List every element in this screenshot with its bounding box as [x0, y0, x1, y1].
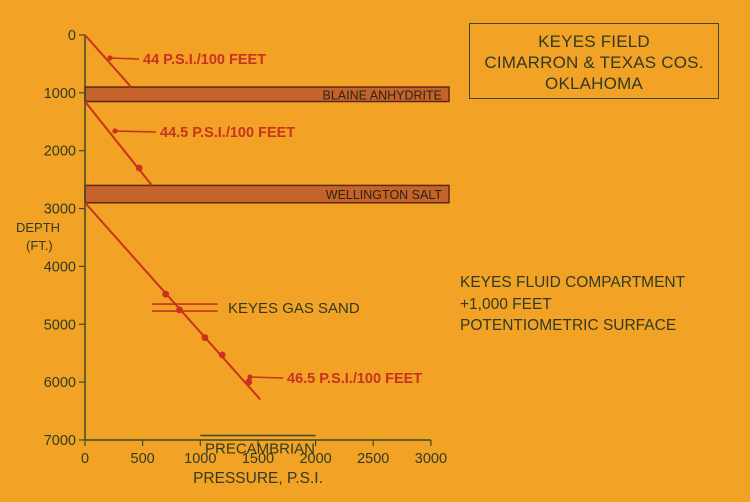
data-point — [201, 334, 209, 341]
x-axis-label: PRESSURE, P.S.I. — [193, 470, 323, 487]
x-tick-label: 1000 — [184, 451, 216, 467]
label-leader — [109, 57, 140, 60]
title-line-3: OKLAHOMA — [545, 74, 643, 93]
label-arrowhead — [247, 374, 253, 380]
y-tick-label: 1000 — [44, 86, 76, 102]
gradient-label: 46.5 P.S.I./100 FEET — [287, 371, 422, 387]
x-tick-label: 1500 — [242, 451, 274, 467]
data-point — [218, 351, 226, 359]
x-tick-label: 2000 — [299, 451, 331, 467]
precambrian-label: PRECAMBRIAN — [205, 440, 315, 457]
label-arrowhead — [112, 128, 118, 134]
data-point — [245, 378, 253, 386]
title-line-2: CIMARRON & TEXAS COS. — [484, 53, 704, 72]
title-line-1: KEYES FIELD — [538, 32, 650, 51]
gradient-line — [84, 202, 262, 401]
x-tick-label: 500 — [131, 451, 155, 467]
gradient-label: 44.5 P.S.I./100 FEET — [160, 125, 295, 141]
layer-label: BLAINE ANHYDRITE — [323, 88, 442, 102]
data-point — [135, 164, 143, 172]
gradient-label: 44 P.S.I./100 FEET — [143, 52, 266, 68]
data-point — [162, 290, 170, 298]
data-point — [176, 306, 183, 314]
label-leader — [249, 376, 284, 379]
pressure-gradients: 44 P.S.I./100 FEET 44.5 P.S.I./100 FEET 46… — [84, 34, 422, 401]
y-tick-label: 3000 — [44, 202, 76, 218]
note-line-2: +1,000 FEET — [460, 295, 552, 313]
y-axis-label: DEPTH — [16, 220, 60, 235]
note-line-1: KEYES FLUID COMPARTMENT — [460, 274, 686, 291]
gas-sand-label: KEYES GAS SAND — [228, 300, 360, 317]
label-leader — [114, 130, 157, 133]
y-tick-label: 7000 — [44, 433, 76, 449]
note-line-3: POTENTIOMETRIC SURFACE — [460, 317, 677, 334]
rock-layers: BLAINE ANHYDRITE WELLINGTON SALT — [84, 86, 450, 204]
title-box: KEYES FIELD CIMARRON & TEXAS COS. OKLAHO… — [469, 23, 719, 99]
y-tick-label: 6000 — [44, 375, 76, 391]
y-tick-label: 2000 — [44, 144, 76, 160]
y-tick-label: 0 — [68, 28, 76, 44]
x-tick-label: 2500 — [357, 451, 389, 467]
gradient-line — [84, 100, 153, 187]
y-tick-label: 4000 — [44, 259, 76, 275]
x-tick-label: 0 — [81, 451, 89, 467]
axes: 0 1000 2000 3000 4000 5000 6000 7000 0 500 1000 150… — [16, 28, 447, 487]
y-axis-label-unit: (FT.) — [26, 238, 53, 253]
gradient-line — [84, 34, 132, 88]
annotations: KEYES GAS SAND PRECAMBRIAN — [151, 300, 360, 457]
compartment-note: KEYES FLUID COMPARTMENT +1,000 FEET POTE… — [460, 272, 740, 337]
layer-label: WELLINGTON SALT — [326, 188, 443, 202]
label-arrowhead — [107, 55, 113, 61]
y-tick-label: 5000 — [44, 317, 76, 333]
x-tick-label: 3000 — [415, 451, 447, 467]
